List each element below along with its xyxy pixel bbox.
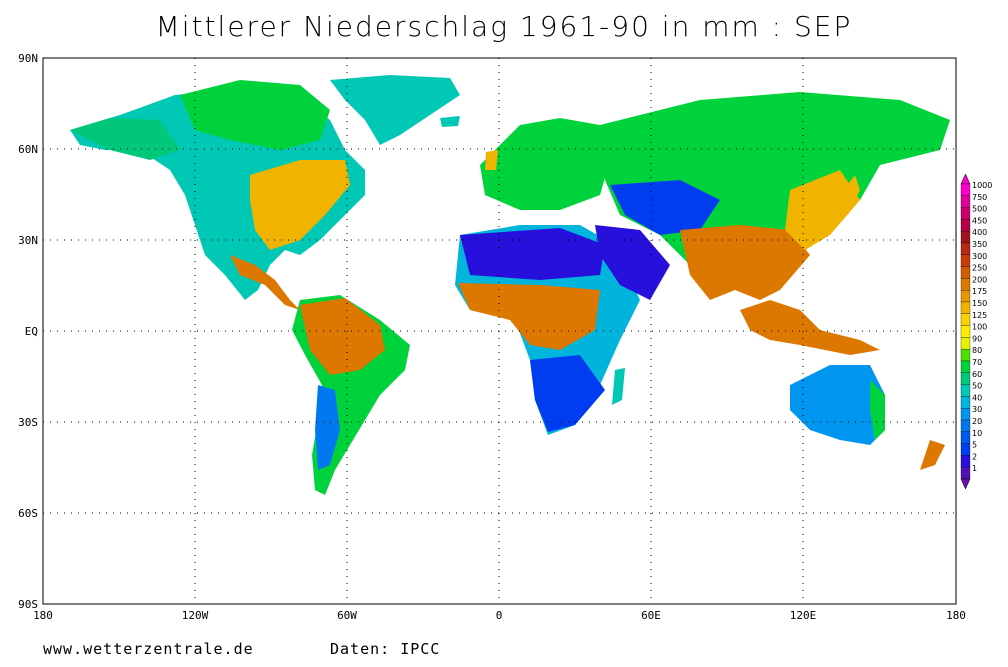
iceland [440, 116, 460, 127]
lat-label: 60S [18, 507, 38, 520]
colorbar-swatch [960, 419, 971, 432]
colorbar-swatch [960, 278, 971, 291]
colorbar-label: 200 [972, 275, 987, 284]
colorbar-label: 2 [972, 452, 977, 461]
colorbar-swatch [960, 337, 971, 350]
lat-label: EQ [25, 325, 38, 338]
colorbar-label: 70 [972, 358, 982, 367]
colorbar-swatch [960, 242, 971, 255]
lon-label: 180 [946, 609, 966, 622]
lat-label: 90S [18, 598, 38, 611]
lat-label: 30N [18, 234, 38, 247]
website-credit: www.wetterzentrale.de [43, 640, 254, 658]
colorbar-label: 175 [972, 287, 987, 296]
colorbar-swatch [960, 443, 971, 456]
australia-landmass [790, 365, 885, 445]
colorbar-label: 30 [972, 405, 982, 414]
colorbar-top-arrow [960, 173, 971, 185]
lon-label: 120E [790, 609, 817, 622]
colorbar-swatch [960, 195, 971, 208]
colorbar-label: 400 [972, 228, 987, 237]
new-zealand [920, 440, 945, 470]
colorbar-swatch [960, 455, 971, 468]
amazon-basin [300, 298, 385, 375]
central-asia-dry [610, 180, 720, 235]
colorbar-label: 150 [972, 299, 987, 308]
colorbar-label: 10 [972, 429, 982, 438]
colorbar-swatch [960, 396, 971, 409]
colorbar-label: 40 [972, 393, 982, 402]
colorbar-label: 50 [972, 382, 982, 391]
british-isles [485, 150, 498, 170]
colorbar-swatch [960, 290, 971, 303]
colorbar-swatch [960, 313, 971, 326]
colorbar-label: 125 [972, 311, 987, 320]
colorbar-label: 300 [972, 252, 987, 261]
colorbar-swatch [960, 219, 971, 232]
sahel-wet-belt [458, 283, 600, 350]
colorbar-swatch [960, 207, 971, 220]
southern-africa [530, 355, 605, 432]
colorbar-label: 350 [972, 240, 987, 249]
colorbar-swatch [960, 467, 971, 480]
greenland-landmass [330, 75, 460, 145]
land-masses [70, 75, 950, 495]
colorbar-swatch [960, 384, 971, 397]
colorbar-label: 750 [972, 193, 987, 202]
data-source: Daten: IPCC [330, 640, 441, 658]
lon-label: 180 [33, 609, 53, 622]
colorbar-swatch [960, 325, 971, 338]
colorbar-swatch [960, 408, 971, 421]
colorbar-swatch [960, 360, 971, 373]
colorbar-swatch [960, 266, 971, 279]
east-asia [785, 170, 860, 250]
colorbar-label: 450 [972, 216, 987, 225]
sahara [460, 228, 605, 280]
central-america [230, 255, 300, 310]
colorbar-label: 500 [972, 205, 987, 214]
colorbar-label: 60 [972, 370, 982, 379]
lat-label: 30S [18, 416, 38, 429]
north-america-east [250, 160, 350, 250]
colorbar-swatch [960, 301, 971, 314]
colorbar-label: 100 [972, 323, 987, 332]
australia-east-coast [870, 380, 885, 440]
colorbar-label: 90 [972, 334, 982, 343]
gridlines [43, 58, 956, 604]
madagascar [612, 368, 625, 405]
south-america-southwest [315, 385, 340, 470]
lon-label: 60E [641, 609, 661, 622]
indonesia-islands [740, 300, 880, 355]
longitude-labels: 180 120W 60W 0 60E 120E 180 [33, 609, 966, 622]
colorbar-swatch [960, 231, 971, 244]
lat-label: 60N [18, 143, 38, 156]
latitude-labels: 90N 60N 30N EQ 30S 60S 90S [18, 52, 38, 611]
map-title: Mittlerer Niederschlag 1961-90 in mm : S… [155, 10, 853, 43]
japan [840, 175, 860, 215]
colorbar-swatch [960, 431, 971, 444]
colorbar-label: 20 [972, 417, 982, 426]
alaska [70, 118, 180, 160]
lon-label: 60W [337, 609, 357, 622]
colorbar-legend: 1000750500450400350300250200175150125100… [960, 173, 992, 490]
south-asia-monsoon [680, 225, 810, 300]
arabian-peninsula [595, 225, 670, 300]
colorbar-label: 250 [972, 264, 987, 273]
colorbar-swatch [960, 183, 971, 196]
canada-north [180, 80, 330, 150]
colorbar-bottom-arrow [960, 478, 971, 490]
lon-label: 120W [182, 609, 209, 622]
lat-label: 90N [18, 52, 38, 65]
colorbar-swatch [960, 349, 971, 362]
colorbar-label: 1 [972, 464, 977, 473]
colorbar-swatch [960, 372, 971, 385]
colorbar-label: 1000 [972, 181, 992, 190]
europe-landmass [480, 118, 610, 210]
colorbar-label: 5 [972, 441, 977, 450]
colorbar-swatch [960, 254, 971, 267]
colorbar-label: 80 [972, 346, 982, 355]
lon-label: 0 [496, 609, 503, 622]
